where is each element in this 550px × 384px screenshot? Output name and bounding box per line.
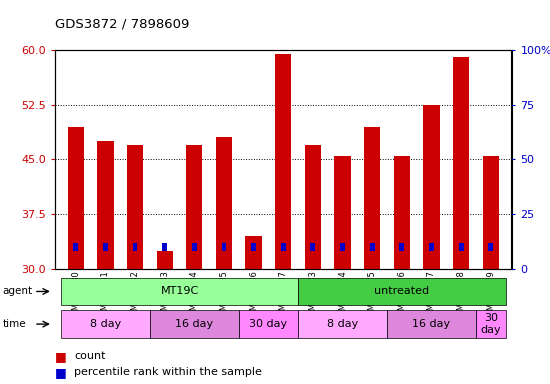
Bar	[251, 243, 256, 251]
Bar	[162, 243, 167, 251]
Text: 30
day: 30 day	[481, 313, 501, 335]
Bar	[97, 141, 113, 269]
Bar	[394, 156, 410, 269]
Bar	[310, 243, 315, 251]
Text: 8 day: 8 day	[90, 319, 121, 329]
Text: time: time	[3, 319, 26, 329]
Text: percentile rank within the sample: percentile rank within the sample	[74, 367, 262, 377]
Bar	[127, 145, 143, 269]
Text: 16 day: 16 day	[412, 319, 450, 329]
Bar	[133, 243, 138, 251]
Bar	[275, 54, 292, 269]
Bar	[488, 243, 493, 251]
Bar	[216, 137, 232, 269]
Text: ■: ■	[55, 366, 67, 379]
Bar	[340, 243, 345, 251]
Text: ■: ■	[55, 350, 67, 363]
Bar	[281, 243, 285, 251]
Bar	[459, 243, 464, 251]
Bar	[73, 243, 78, 251]
Text: agent: agent	[3, 286, 33, 296]
Bar	[364, 127, 381, 269]
Text: 30 day: 30 day	[249, 319, 288, 329]
Bar	[157, 251, 173, 269]
Bar	[186, 145, 202, 269]
Bar	[334, 156, 351, 269]
Text: untreated: untreated	[374, 286, 430, 296]
Text: count: count	[74, 351, 106, 361]
Bar	[429, 243, 434, 251]
Text: 16 day: 16 day	[175, 319, 213, 329]
Text: GDS3872 / 7898609: GDS3872 / 7898609	[55, 17, 189, 30]
Bar	[453, 57, 469, 269]
Bar	[399, 243, 404, 251]
Text: 8 day: 8 day	[327, 319, 358, 329]
Bar	[222, 243, 227, 251]
Bar	[424, 105, 439, 269]
Bar	[192, 243, 197, 251]
Bar	[68, 127, 84, 269]
Text: MT19C: MT19C	[161, 286, 199, 296]
Bar	[370, 243, 375, 251]
Bar	[305, 145, 321, 269]
Bar	[103, 243, 108, 251]
Bar	[245, 236, 262, 269]
Bar	[482, 156, 499, 269]
